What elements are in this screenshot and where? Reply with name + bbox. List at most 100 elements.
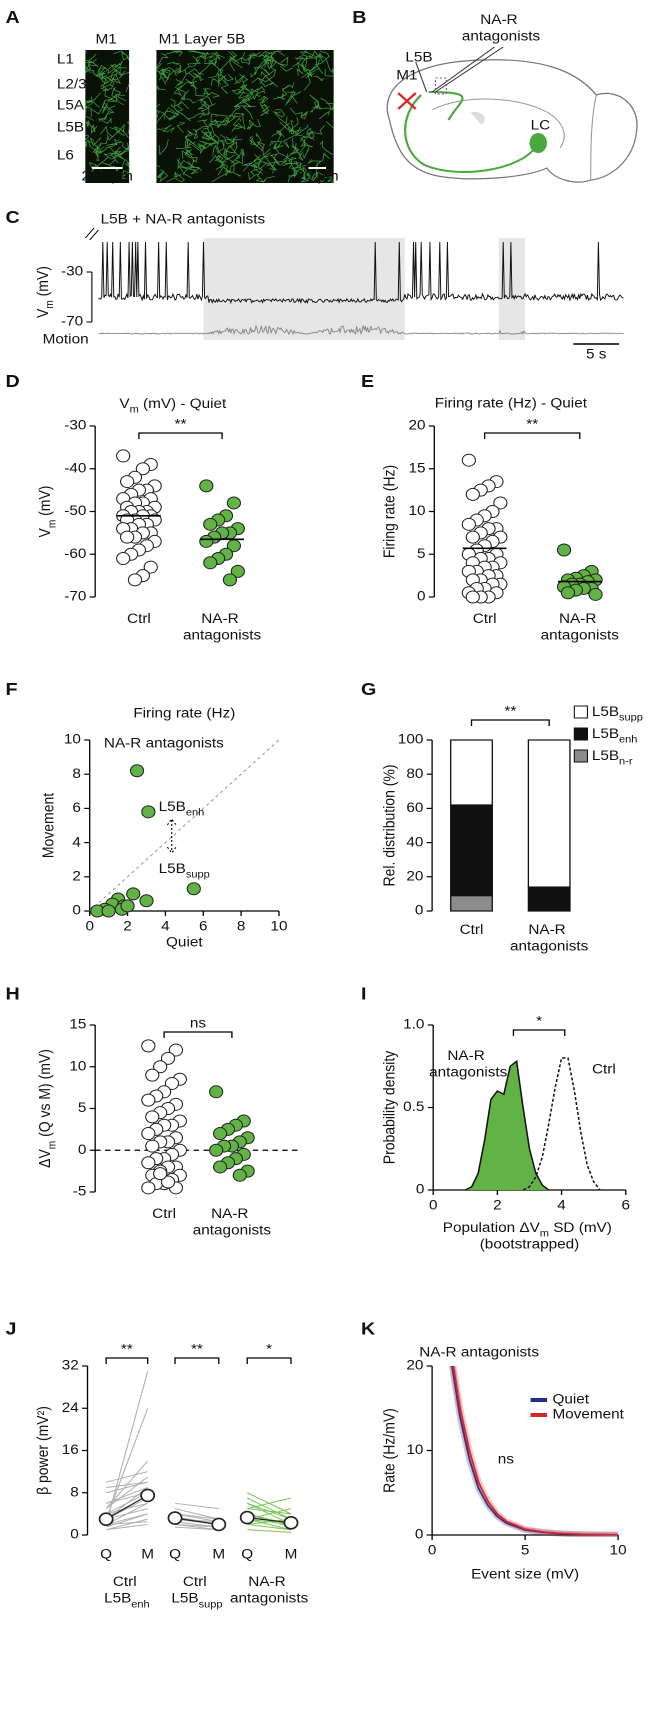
paired-line: [105, 1476, 149, 1509]
paired-line: [174, 1526, 219, 1531]
data-point: [101, 904, 116, 918]
y-tick-label: 15: [69, 1017, 86, 1032]
text-segment: V: [37, 528, 54, 538]
data-point: [461, 453, 476, 467]
panel-title: Firing rate (Hz) - Quiet: [435, 396, 587, 411]
x-tick-label: 2: [493, 1198, 502, 1213]
paired-line: [105, 1487, 149, 1520]
x-tick-label: 6: [621, 1198, 630, 1213]
data-point: [199, 534, 214, 548]
panel-letter: C: [5, 207, 20, 227]
identity-line: [89, 739, 280, 912]
data-point: [145, 1068, 160, 1082]
text-segment: enh: [131, 1599, 150, 1610]
panel-letter: B: [352, 7, 366, 27]
panel-letter: F: [5, 679, 17, 699]
data-point: [212, 1160, 228, 1174]
data-point: [222, 573, 238, 587]
y-tick-label: 1.0: [403, 1017, 424, 1032]
data-point: [120, 899, 135, 913]
category-label: Q: [100, 1547, 112, 1562]
data-point: [588, 587, 603, 601]
text-segment: (mV) - Quiet: [139, 396, 227, 411]
significance-label: **: [175, 417, 187, 432]
significance-bracket: [483, 432, 581, 439]
bar-segment: [527, 886, 571, 912]
legend-label: Movement: [552, 1407, 623, 1422]
text-segment: Ctrl: [183, 1574, 211, 1589]
panel-title: L5B + NA-R antagonists: [101, 212, 266, 227]
text-line: Ctrl: [127, 611, 151, 626]
paired-line: [106, 1481, 148, 1488]
data-point: [141, 1039, 156, 1053]
y-tick-label: 15: [409, 461, 426, 476]
layer-label: L6: [57, 148, 74, 163]
density-curve: [464, 1059, 550, 1191]
significance-label: *: [536, 1014, 542, 1029]
scale-label: 5 s: [586, 347, 606, 362]
mean-marker: [98, 1512, 114, 1526]
layer-label: L1: [57, 52, 74, 67]
legend-label: L5Benh: [592, 726, 638, 745]
data-point: [164, 1076, 180, 1090]
panel-title: Firing rate (Hz): [133, 706, 235, 721]
panel-letter: E: [361, 371, 374, 391]
significance-bracket: [512, 1029, 566, 1036]
category-label: Ctrl: [473, 611, 497, 626]
text-line: antagonists: [193, 1223, 271, 1238]
y-tick-label: 20: [406, 1358, 423, 1373]
mean-marker: [211, 1517, 227, 1532]
text-line: antagonists: [429, 1065, 507, 1080]
data-point: [209, 1085, 224, 1099]
data-point: [465, 487, 480, 501]
data-point: [116, 449, 131, 463]
text-segment: L5B: [104, 1591, 131, 1606]
panel-letter: J: [5, 1319, 16, 1339]
panel-letter: A: [5, 7, 20, 27]
y-tick-label: -30: [61, 264, 83, 279]
y-tick-label: 8: [72, 766, 81, 781]
text-line: antagonists: [541, 628, 619, 643]
data-point: [141, 1127, 156, 1141]
data-point: [127, 573, 143, 587]
paired-line: [105, 1502, 148, 1515]
legend-label: L5Bsupp: [592, 704, 643, 723]
y-tick-label: 0: [416, 1182, 425, 1197]
y-axis-label: Rel. distribution (%): [382, 764, 399, 886]
x-axis-label: Quiet: [166, 935, 203, 950]
y-tick-label: 20: [406, 869, 423, 884]
diagram-label: L5B: [405, 50, 432, 65]
text-segment: L5B: [592, 726, 619, 741]
significance-label: **: [191, 1342, 203, 1357]
data-point: [120, 530, 135, 544]
y-axis-label: β power (mV²): [35, 1406, 52, 1495]
paired-line: [106, 1523, 148, 1531]
category-label: NA-R antagonists: [183, 611, 261, 643]
data-point: [141, 1181, 156, 1195]
text-line: antagonists: [510, 939, 588, 954]
panel-letter: G: [361, 679, 376, 699]
fibers: [84, 50, 130, 180]
series-line: [451, 1366, 619, 1536]
text-line: NA-R: [447, 1048, 489, 1063]
data-point: [465, 590, 480, 604]
axis-break: [84, 227, 99, 241]
panel-title: NA-R antagonists: [419, 1345, 539, 1360]
text-segment: Ctrl: [113, 1574, 141, 1589]
category-label: NA-R antagonists: [510, 922, 588, 954]
y-tick-label: 20: [409, 418, 426, 433]
x-tick-label: 10: [270, 919, 287, 934]
group-label: NA-R antagonists: [230, 1574, 308, 1606]
paired-line: [247, 1523, 292, 1531]
data-point: [153, 1060, 168, 1074]
y-tick-label: 80: [406, 766, 423, 781]
paired-line: [247, 1529, 292, 1533]
motion-trace: [98, 324, 624, 336]
text-segment: (mV): [35, 266, 52, 300]
category-label: NA-R antagonists: [193, 1206, 271, 1238]
significance-bracket: [174, 1357, 220, 1364]
text-segment: m: [130, 404, 139, 415]
y-tick-label: 0: [72, 903, 81, 918]
significance-label: **: [504, 704, 516, 719]
